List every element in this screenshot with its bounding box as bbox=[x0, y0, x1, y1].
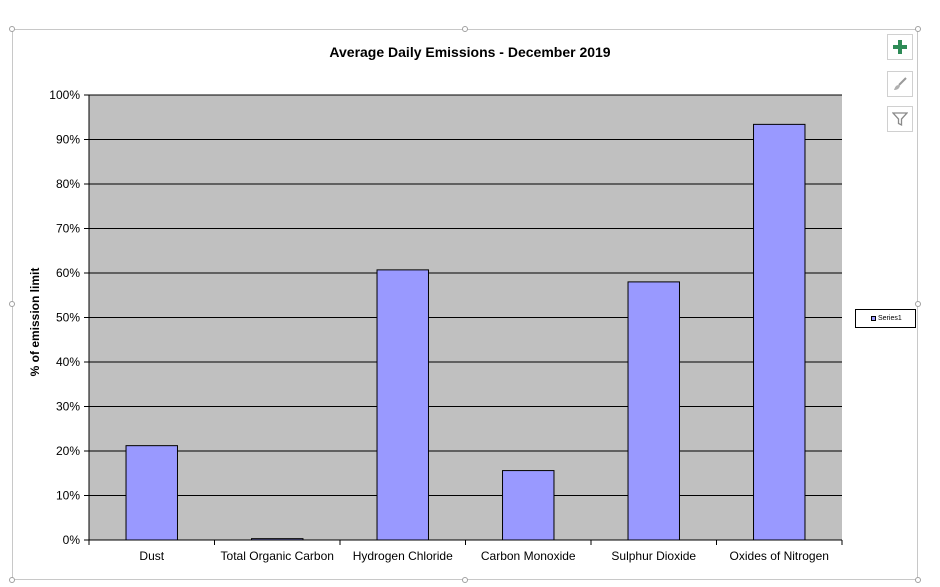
bars bbox=[125, 123, 806, 541]
resize-handle-middle-left[interactable] bbox=[9, 301, 15, 307]
y-tick-label: 50% bbox=[56, 311, 80, 325]
x-tick-label: Oxides of Nitrogen bbox=[730, 549, 829, 563]
chart-title: Average Daily Emissions - December 2019 bbox=[329, 44, 610, 60]
resize-handle-middle-right[interactable] bbox=[915, 301, 921, 307]
resize-handle-top-right[interactable] bbox=[915, 26, 921, 32]
y-tick-label: 20% bbox=[56, 444, 80, 458]
y-tick-label: 0% bbox=[63, 533, 81, 547]
legend-label: Series1 bbox=[878, 315, 902, 322]
chart-elements-button[interactable] bbox=[887, 34, 913, 60]
y-tick-label: 70% bbox=[56, 222, 80, 236]
plus-icon bbox=[893, 40, 907, 54]
resize-handle-bottom-right[interactable] bbox=[915, 577, 921, 583]
filter-icon bbox=[892, 112, 908, 127]
x-tick-label: Carbon Monoxide bbox=[481, 549, 576, 563]
bar bbox=[502, 470, 555, 541]
resize-handle-bottom-left[interactable] bbox=[9, 577, 15, 583]
y-tick-label: 100% bbox=[49, 88, 80, 102]
axes bbox=[88, 95, 843, 545]
chart-legend[interactable]: Series1 bbox=[855, 309, 916, 328]
y-tick-label: 30% bbox=[56, 400, 80, 414]
brush-icon bbox=[894, 77, 907, 90]
bar bbox=[753, 123, 806, 541]
y-tick-label: 40% bbox=[56, 355, 80, 369]
chart-styles-button[interactable] bbox=[887, 71, 913, 97]
y-tick-label: 10% bbox=[56, 489, 80, 503]
y-tick-label: 80% bbox=[56, 177, 80, 191]
chart-filters-button[interactable] bbox=[887, 106, 913, 132]
y-tick-label: 60% bbox=[56, 266, 80, 280]
y-tick-label: 90% bbox=[56, 133, 80, 147]
resize-handle-top-left[interactable] bbox=[9, 26, 15, 32]
x-tick-label: Hydrogen Chloride bbox=[353, 549, 453, 563]
x-tick-labels: Dust Total Organic Carbon Hydrogen Chlorid… bbox=[139, 549, 829, 563]
x-tick-label: Sulphur Dioxide bbox=[611, 549, 696, 563]
resize-handle-bottom-center[interactable] bbox=[462, 577, 468, 583]
bar bbox=[376, 269, 429, 541]
bar bbox=[627, 281, 680, 541]
resize-handle-top-center[interactable] bbox=[462, 26, 468, 32]
legend-swatch bbox=[871, 316, 876, 321]
x-tick-label: Total Organic Carbon bbox=[221, 549, 334, 563]
y-tick-labels: 0% 10% 20% 30% 40% 50% 60% 70% 80% 90% 100% bbox=[49, 88, 80, 547]
y-axis-label: % of emission limit bbox=[28, 268, 42, 377]
x-tick-label: Dust bbox=[139, 549, 164, 563]
bar bbox=[125, 445, 178, 541]
